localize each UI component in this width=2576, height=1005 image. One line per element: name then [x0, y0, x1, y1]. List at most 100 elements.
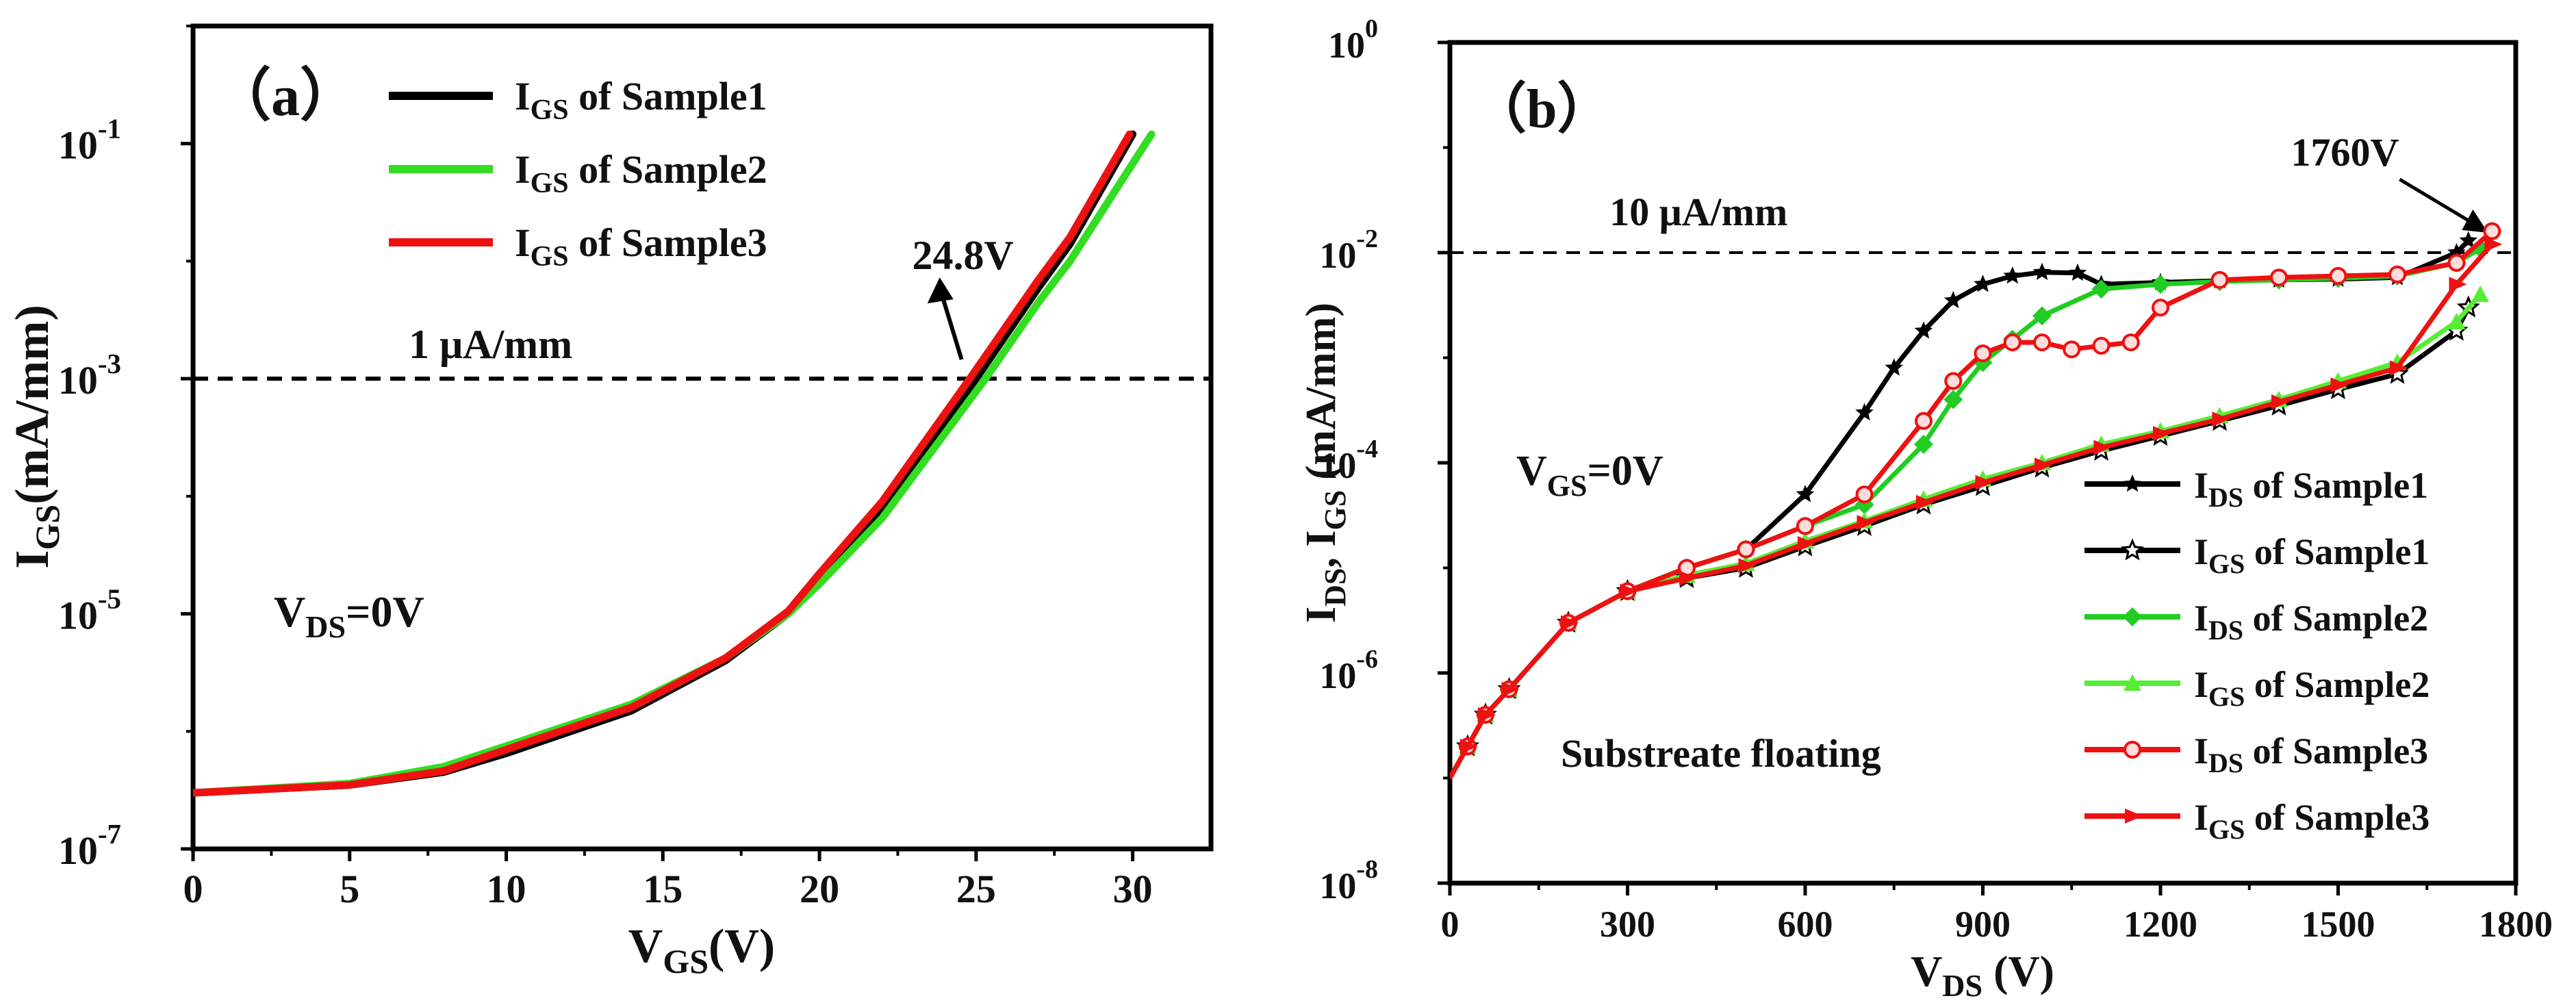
annotation-label: 24.8V	[913, 233, 1014, 278]
point-ids-sample3	[1737, 540, 1755, 559]
point-ids-sample3	[2388, 265, 2406, 283]
annotation-arrow-shaft	[2399, 177, 2481, 229]
point-ids-sample3	[1796, 517, 1814, 535]
annotation-arrow-head	[2462, 209, 2488, 233]
x-tick-label: 300	[1600, 904, 1655, 945]
panel-a-series	[193, 130, 1156, 797]
legend-a-entry-sample1: IGS of Sample1	[515, 74, 767, 126]
legend-a-entry-sample2: IGS of Sample2	[515, 147, 767, 199]
point-ids-sample3	[2329, 267, 2347, 285]
y-tick-label: 100	[1328, 14, 1378, 66]
panel-a-condition: VDS=0V	[274, 587, 424, 644]
x-tick-label: 600	[1778, 904, 1833, 945]
x-tick-label: 25	[956, 867, 996, 911]
legend-b-marker-ids-sample1	[2123, 474, 2142, 492]
point-igs-sample3	[1679, 570, 1697, 586]
panel-b-legend: IDS of Sample1 IGS of Sample1 IDS of Sam…	[2084, 465, 2430, 845]
point-ids-sample3	[2483, 222, 2501, 240]
panel-a-reference: 1 μA/mm 24.8V	[193, 233, 1211, 381]
point-igs-sample3	[1916, 494, 1934, 510]
panel-b-label: （b）	[1472, 79, 1612, 140]
point-ids-sample3	[2003, 333, 2022, 352]
y-tick-label: 10-1	[58, 113, 121, 168]
point-igs-sample3	[1798, 536, 1815, 552]
x-tick-label: 0	[183, 867, 203, 911]
point-igs-sample3	[2093, 440, 2112, 455]
point-ids-sample1	[2003, 266, 2022, 284]
x-tick-label: 20	[800, 867, 839, 911]
legend-a-entry-sample3: IGS of Sample3	[515, 220, 767, 272]
point-ids-sample1	[1855, 403, 1874, 421]
point-ids-sample2	[1914, 434, 1933, 454]
x-tick-label: 15	[643, 867, 683, 911]
point-igs-sample3	[1857, 515, 1875, 531]
x-tick-label: 10	[487, 867, 526, 911]
point-igs-sample3	[1459, 739, 1478, 754]
point-ids-sample1	[1796, 485, 1815, 502]
panel-b-condition: VGS=0V	[1516, 448, 1663, 502]
point-igs-sample2	[2447, 312, 2466, 329]
panel-b-series	[1450, 222, 2503, 780]
point-ids-sample1	[2032, 262, 2052, 280]
legend-b-marker-ids-sample3	[2124, 741, 2141, 759]
legend-b-marker-ids-sample2	[2123, 607, 2142, 626]
point-ids-sample3	[2447, 253, 2466, 272]
legend-b-marker-igs-sample3	[2125, 809, 2143, 824]
x-tick-label: 30	[1113, 867, 1153, 911]
point-igs-sample3	[2449, 277, 2467, 292]
point-ids-sample3	[1855, 485, 1874, 504]
panel-b-y-axis-label: IDS, IGS (mA/mm)	[1298, 303, 1352, 623]
point-ids-sample2	[1943, 390, 1963, 409]
annotation-label: 1760V	[2291, 130, 2399, 175]
point-igs-sample3	[2035, 457, 2052, 473]
annotation-arrow-head	[927, 277, 954, 304]
x-tick-label: 1500	[2301, 904, 2375, 945]
point-ids-sample2	[2032, 306, 2052, 326]
point-ids-sample1	[1914, 321, 1933, 339]
panel-a-plot-frame	[190, 23, 1214, 852]
panel-a-x-axis-label: VGS(V)	[628, 920, 775, 980]
panel-a-x-ticks: 0 5 10 15 20 25 30	[183, 849, 1153, 911]
y-tick-label: 10-2	[1319, 225, 1378, 276]
y-tick-label: 10-5	[58, 583, 121, 638]
reference-line-label: 1 μA/mm	[409, 322, 572, 367]
legend-b-entry-ids-sample2: IDS of Sample2	[2194, 598, 2428, 646]
y-tick-label: 10-7	[58, 818, 121, 873]
point-igs-sample3	[2271, 394, 2289, 410]
legend-b-entry-igs-sample2: IGS of Sample2	[2194, 664, 2430, 712]
panel-a-legend: IGS of Sample1 IGS of Sample2 IGS of Sam…	[389, 74, 767, 272]
point-ids-sample2	[2151, 275, 2170, 294]
legend-b-entry-ids-sample3: IDS of Sample3	[2194, 730, 2428, 778]
point-ids-sample1	[1974, 275, 1992, 292]
panel-a-y-axis-label: IGS(mA/mm)	[6, 305, 66, 569]
point-ids-sample1	[1885, 358, 1904, 376]
point-igs-sample3	[1501, 681, 1520, 697]
x-tick-label: 900	[1955, 904, 2011, 945]
panel-a-y-ticks: 10-7 10-5 10-3 10-1	[58, 25, 193, 873]
point-ids-sample3	[2152, 298, 2169, 317]
point-igs-sample3	[2484, 236, 2503, 252]
point-ids-sample3	[1974, 344, 1992, 363]
annotation-arrow-shaft	[940, 296, 964, 361]
legend-b-entry-igs-sample1: IGS of Sample1	[2194, 531, 2430, 579]
panel-a: 0 5 10 15 20 25 30 10-7 10-5 10-3 10-1 1 μA/mm 24.…	[6, 23, 1214, 980]
legend-b-entry-igs-sample3: IGS of Sample3	[2194, 797, 2430, 845]
point-igs-sample3	[2153, 426, 2171, 442]
panel-b-reference: 10 μA/mm 1760V	[1450, 130, 2516, 254]
point-ids-sample3	[2092, 337, 2110, 355]
reference-line-label: 10 μA/mm	[1609, 190, 1787, 234]
point-igs-sample3	[2390, 360, 2408, 376]
point-ids-sample3	[2063, 340, 2081, 359]
legend-b-marker-igs-sample2	[2124, 674, 2141, 691]
panel-a-label: （a）	[214, 64, 357, 128]
point-igs-sample3	[1620, 583, 1638, 599]
point-igs-sample3	[2212, 411, 2230, 427]
point-igs-sample3	[1561, 615, 1579, 631]
x-tick-label: 5	[340, 867, 359, 911]
y-tick-label: 10-8	[1319, 855, 1378, 906]
series-line-sample3	[193, 130, 1134, 797]
point-ids-sample3	[2270, 268, 2288, 287]
point-ids-sample3	[2210, 270, 2229, 289]
point-igs-sample3	[2330, 377, 2349, 393]
point-igs-sample2	[2471, 285, 2490, 303]
